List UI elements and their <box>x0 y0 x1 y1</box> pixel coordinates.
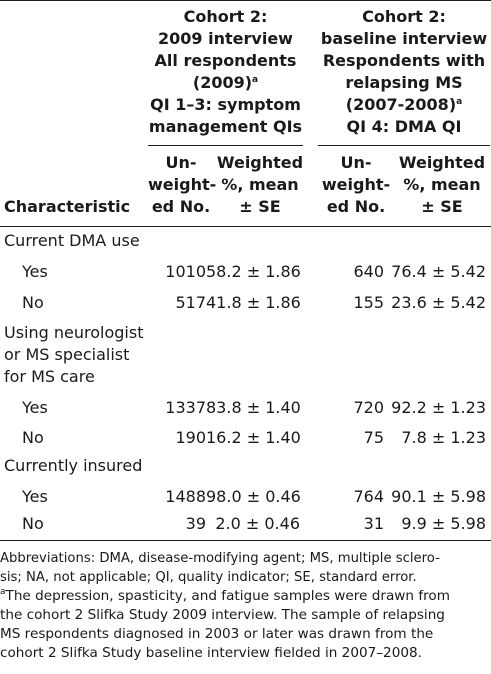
column-header-weighted-2-line-1: Weighted <box>398 153 486 172</box>
section-label-neurologist-line-2: or MS specialist <box>4 345 130 364</box>
column-header-unweighted-1-line-3: ed No. <box>151 197 211 216</box>
cell-unweighted-cohort2: 640 <box>353 262 384 281</box>
column-header-characteristic: Characteristic <box>4 197 131 216</box>
column-header-unweighted-2-line-1: Un- <box>340 153 372 172</box>
cell-weighted-cohort2: 23.6 ± 5.42 <box>391 293 486 312</box>
row-label: Yes <box>22 262 48 281</box>
cell-weighted-cohort1: 2.0 ± 0.46 <box>215 514 300 533</box>
footnote-a-text: The depression, spasticity, and fatigue … <box>5 588 450 604</box>
column-header-weighted-2-line-3: ± SE <box>421 197 463 216</box>
group2-line-1: Cohort 2: <box>362 7 446 26</box>
cell-unweighted-cohort1: 190 <box>175 428 206 447</box>
cell-unweighted-cohort1: 1010 <box>165 262 206 281</box>
row-label: Yes <box>22 398 48 417</box>
cell-weighted-cohort2: 76.4 ± 5.42 <box>391 262 486 281</box>
table-bottom-rule <box>0 540 491 541</box>
group1-underline <box>148 145 303 146</box>
cell-weighted-cohort1: 98.0 ± 0.46 <box>206 487 301 506</box>
cell-unweighted-cohort2: 764 <box>353 487 384 506</box>
group1-year: (2009)a <box>148 72 303 94</box>
header-bottom-rule <box>0 226 491 227</box>
footnote-abbreviations-line-2: sis; NA, not applicable; QI, quality ind… <box>0 570 417 585</box>
cell-weighted-cohort2: 90.1 ± 5.98 <box>391 487 486 506</box>
cell-unweighted-cohort1: 1337 <box>165 398 206 417</box>
footnote-a-marker: a <box>0 587 6 597</box>
cell-weighted-cohort2: 92.2 ± 1.23 <box>391 398 486 417</box>
group1-line-1: Cohort 2: <box>183 7 268 26</box>
footnote-a-line-3: MS respondents diagnosed in 2003 or late… <box>0 626 434 642</box>
column-header-unweighted-2-line-3: ed No. <box>326 197 386 216</box>
group2-line-4: relapsing MS <box>345 73 463 92</box>
group2-year-text: (2007-2008) <box>345 95 457 114</box>
row-label: No <box>22 293 44 312</box>
top-rule <box>0 0 491 1</box>
cell-unweighted-cohort2: 155 <box>353 293 384 312</box>
footnote-a-line-1: aThe depression, spasticity, and fatigue… <box>0 587 491 606</box>
column-header-weighted-2-line-2: %, mean <box>403 175 481 194</box>
footnote-a-line-2: the cohort 2 Slifka Study 2009 interview… <box>0 607 445 623</box>
column-header-weighted-1-line-2: %, mean <box>221 175 299 194</box>
column-header-weighted-1-line-1: Weighted <box>216 153 304 172</box>
column-header-weighted-1-line-3: ± SE <box>239 197 281 216</box>
cell-unweighted-cohort2: 31 <box>363 514 384 533</box>
cell-weighted-cohort2: 7.8 ± 1.23 <box>401 428 486 447</box>
footnote-abbreviations-line-1: Abbreviations: DMA, disease-modifying ag… <box>0 551 440 566</box>
group1-qi-line-1: QI 1–3: symptom <box>150 95 301 114</box>
cell-unweighted-cohort1: 39 <box>185 514 206 533</box>
row-label: No <box>22 428 44 447</box>
cell-unweighted-cohort2: 720 <box>353 398 384 417</box>
column-header-unweighted-2-line-2: weight- <box>321 175 391 194</box>
section-label-insured: Currently insured <box>4 456 143 475</box>
group1-year-text: (2009) <box>192 73 253 92</box>
footnote-a-line-4: cohort 2 Slifka Study baseline interview… <box>0 645 422 661</box>
section-label-dma-use: Current DMA use <box>4 231 140 250</box>
group1-line-3: All respondents <box>154 51 297 70</box>
column-header-unweighted-1-line-1: Un- <box>165 153 197 172</box>
column-header-unweighted-1-line-2: weight- <box>148 175 217 194</box>
cell-unweighted-cohort1: 1488 <box>165 487 206 506</box>
group1-year-footnote-marker: a <box>252 75 259 85</box>
row-label: No <box>22 514 44 533</box>
group1-qi-line-2: management QIs <box>148 117 303 136</box>
group2-qi-line: QI 4: DMA QI <box>346 117 462 136</box>
cell-weighted-cohort2: 9.9 ± 5.98 <box>401 514 486 533</box>
group2-line-3: Respondents with <box>322 51 486 70</box>
group2-underline <box>318 145 490 146</box>
cell-weighted-cohort1: 16.2 ± 1.40 <box>206 428 301 447</box>
cell-weighted-cohort1: 83.8 ± 1.40 <box>206 398 301 417</box>
group2-line-2: baseline interview <box>320 29 488 48</box>
row-label: Yes <box>22 487 48 506</box>
section-label-neurologist-line-1: Using neurologist <box>4 323 144 342</box>
cell-unweighted-cohort2: 75 <box>363 428 384 447</box>
cell-unweighted-cohort1: 517 <box>175 293 206 312</box>
cell-weighted-cohort1: 58.2 ± 1.86 <box>206 262 301 281</box>
group1-line-2: 2009 interview <box>158 29 293 48</box>
group2-year: (2007-2008)a <box>318 94 490 116</box>
group2-year-footnote-marker: a <box>456 97 463 107</box>
cell-weighted-cohort1: 41.8 ± 1.86 <box>206 293 301 312</box>
section-label-neurologist-line-3: for MS care <box>4 367 95 386</box>
